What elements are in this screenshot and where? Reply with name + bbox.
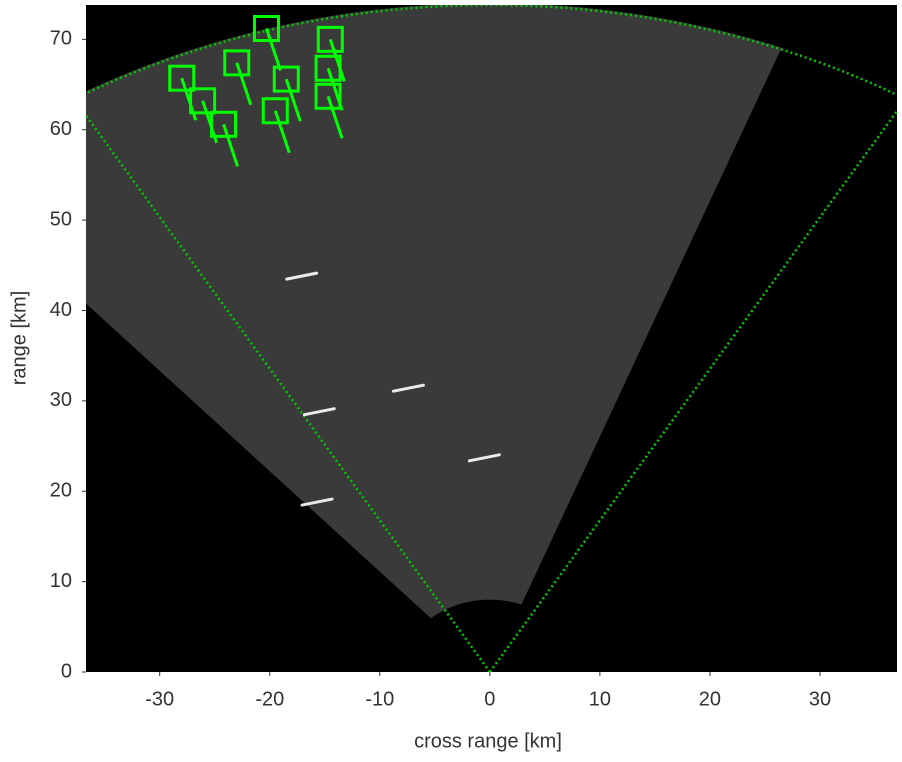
- track: [316, 25, 346, 82]
- fov-boundary: [86, 5, 897, 672]
- track-tail: [235, 62, 253, 106]
- track-tail: [284, 78, 302, 122]
- track-tail: [326, 95, 344, 139]
- track: [261, 97, 291, 154]
- track-box: [314, 82, 342, 110]
- coverage-sector: [86, 5, 782, 619]
- plot-layer: [86, 5, 897, 672]
- x-axis-label: cross range [km]: [414, 730, 562, 752]
- track-box: [189, 87, 217, 115]
- y-tick-label: 0: [61, 660, 72, 682]
- x-tick-label: -10: [365, 688, 394, 710]
- detection: [285, 271, 319, 281]
- y-tick-label: 50: [50, 208, 72, 230]
- x-tick-label: -30: [145, 688, 174, 710]
- track-box: [316, 25, 344, 53]
- track-box: [252, 14, 280, 42]
- track: [210, 110, 239, 167]
- track-tail: [328, 38, 346, 82]
- y-tick-label: 40: [50, 299, 72, 321]
- y-axis-label: range [km]: [8, 291, 30, 385]
- track-box: [210, 110, 238, 138]
- plot-inner: [86, 5, 897, 672]
- track-box: [272, 65, 300, 93]
- detection: [302, 407, 336, 417]
- track: [272, 65, 302, 122]
- track: [252, 14, 282, 71]
- track-box: [314, 54, 342, 82]
- track-tail: [273, 110, 291, 154]
- detection: [300, 497, 334, 507]
- x-tick-label: 10: [589, 688, 611, 710]
- track-tail: [222, 123, 239, 167]
- x-tick-label: 30: [809, 688, 831, 710]
- track: [223, 49, 253, 106]
- track: [314, 82, 344, 139]
- track-box: [223, 49, 251, 77]
- detection: [467, 453, 501, 463]
- x-tick-label: 20: [699, 688, 721, 710]
- y-tick-label: 30: [50, 389, 72, 411]
- y-tick-label: 20: [50, 480, 72, 502]
- track-box: [168, 64, 196, 92]
- x-tick-label: -20: [255, 688, 284, 710]
- track-tail: [265, 28, 282, 71]
- y-tick-label: 70: [50, 28, 72, 50]
- y-tick-label: 10: [50, 570, 72, 592]
- detection: [391, 383, 425, 393]
- x-tick-label: 0: [484, 688, 495, 710]
- y-tick-label: 60: [50, 118, 72, 140]
- track-box: [261, 97, 289, 125]
